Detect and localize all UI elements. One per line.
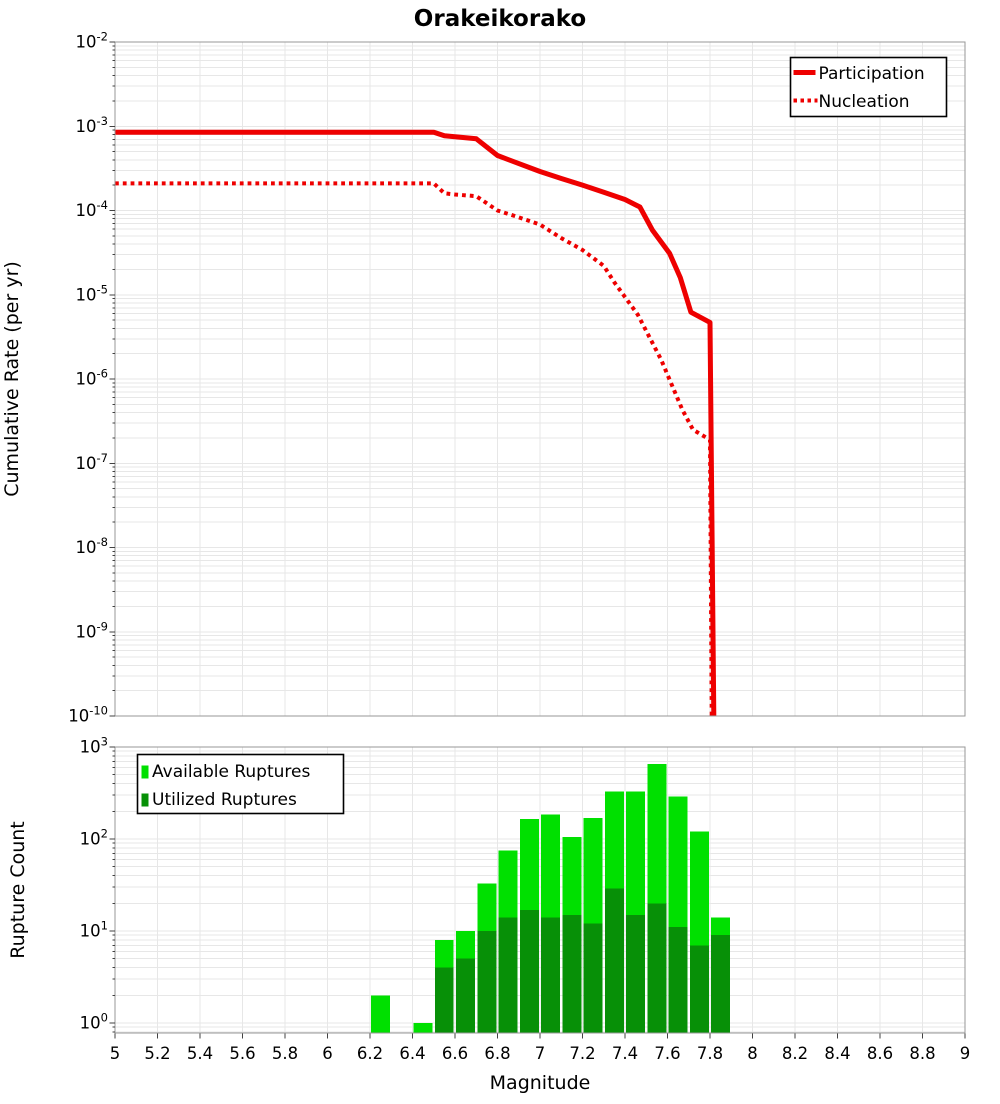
- rate-curves: [115, 129, 717, 716]
- x-tick-8.4: 8.4: [824, 1044, 850, 1063]
- rate-legend-box: [789, 56, 948, 118]
- x-tick-5.2: 5.2: [144, 1044, 170, 1063]
- y-tick-10e0: 100: [80, 1011, 108, 1033]
- bottom-y-tick-labels: 103 102 101 100: [80, 735, 108, 1033]
- x-tick-labels: 5 5.2 5.4 5.6 5.8 6 6.2 6.4 6.6 6.8 7 7.2 7.4 7.6 7.8 8…: [110, 1044, 971, 1063]
- rupture-legend-box: [136, 753, 345, 815]
- nucleation-legend-label: Nucleation: [819, 92, 910, 112]
- x-axis-label: Magnitude: [490, 1072, 591, 1094]
- x-tick-7.6: 7.6: [654, 1044, 680, 1063]
- x-tick-5.6: 5.6: [229, 1044, 255, 1063]
- x-tick-7.4: 7.4: [612, 1044, 638, 1063]
- x-tick-9: 9: [960, 1044, 971, 1063]
- bar-utilized-6.9: [520, 909, 539, 1033]
- axis-tick-marks: [109, 41, 966, 1039]
- y-tick-10e-4: 10-4: [76, 198, 108, 220]
- bar-utilized-7.1: [562, 914, 582, 1033]
- y-tick-10e-9: 10-9: [76, 619, 108, 641]
- bar-utilized-7.7: [690, 945, 709, 1033]
- y-tick-10e-8: 10-8: [76, 535, 108, 557]
- chart-title: Orakeikorako: [414, 6, 586, 32]
- x-tick-6.4: 6.4: [399, 1044, 425, 1063]
- x-tick-6.8: 6.8: [484, 1044, 510, 1063]
- y-tick-10e3: 103: [80, 735, 108, 757]
- bar-available-6.2: [371, 995, 390, 1033]
- bar-utilized-6.6: [456, 958, 475, 1033]
- x-tick-6.6: 6.6: [442, 1044, 468, 1063]
- available-ruptures-swatch: [141, 765, 149, 779]
- utilized-ruptures-legend-label: Utilized Ruptures: [152, 790, 297, 810]
- x-tick-5.4: 5.4: [187, 1044, 213, 1063]
- top-panel-gridlines: [115, 42, 965, 716]
- x-tick-8.6: 8.6: [867, 1044, 893, 1063]
- bar-utilized-6.7: [477, 931, 497, 1033]
- x-tick-5.8: 5.8: [272, 1044, 298, 1063]
- y-tick-10e-6: 10-6: [76, 367, 108, 389]
- top-y-tick-labels: 10-2 10-3 10-4 10-5 10-6 10-7 10-8 10-9 10-10: [68, 30, 108, 726]
- bar-utilized-7.0: [541, 917, 560, 1033]
- x-tick-6.2: 6.2: [357, 1044, 383, 1063]
- x-tick-8.2: 8.2: [782, 1044, 808, 1063]
- rupture-count-bars: [371, 764, 730, 1033]
- x-tick-7.8: 7.8: [697, 1044, 723, 1063]
- x-tick-8: 8: [747, 1044, 758, 1063]
- bar-utilized-7.8: [711, 935, 730, 1033]
- y-tick-10e-10: 10-10: [68, 704, 108, 726]
- bar-utilized-7.2: [583, 923, 603, 1033]
- participation-legend-label: Participation: [819, 64, 925, 84]
- bar-utilized-6.8: [498, 917, 518, 1033]
- x-tick-7.2: 7.2: [569, 1044, 595, 1063]
- participation-curve: [115, 129, 717, 716]
- utilized-ruptures-swatch: [141, 793, 149, 807]
- y-tick-10e-2: 10-2: [76, 30, 108, 52]
- bottom-panel-gridlines: [115, 747, 965, 1033]
- rate-legend: Participation Nucleation: [789, 56, 948, 118]
- bar-utilized-7.5: [647, 903, 667, 1033]
- bottom-y-axis-label: Rupture Count: [7, 821, 29, 959]
- bar-available-6.4: [413, 1023, 433, 1033]
- y-tick-10e2: 102: [80, 827, 108, 849]
- bar-utilized-7.4: [626, 914, 645, 1033]
- utilized-ruptures-bars: [434, 888, 730, 1033]
- nucleation-curve: [115, 181, 714, 716]
- y-tick-10e-7: 10-7: [76, 451, 108, 473]
- available-ruptures-legend-label: Available Ruptures: [152, 762, 310, 782]
- y-tick-10e-5: 10-5: [76, 282, 108, 304]
- x-tick-6: 6: [322, 1044, 333, 1063]
- top-y-axis-label: Cumulative Rate (per yr): [1, 261, 23, 497]
- bar-utilized-6.5: [434, 967, 454, 1033]
- y-tick-10e1: 101: [80, 919, 108, 941]
- y-tick-10e-3: 10-3: [76, 114, 108, 136]
- bottom-plot-border: [114, 746, 966, 1034]
- x-tick-7: 7: [535, 1044, 546, 1063]
- rupture-legend: Available Ruptures Utilized Ruptures: [136, 753, 345, 815]
- bar-utilized-7.6: [668, 927, 688, 1033]
- x-tick-5: 5: [110, 1044, 121, 1063]
- bar-utilized-7.3: [605, 888, 624, 1033]
- x-tick-8.8: 8.8: [909, 1044, 935, 1063]
